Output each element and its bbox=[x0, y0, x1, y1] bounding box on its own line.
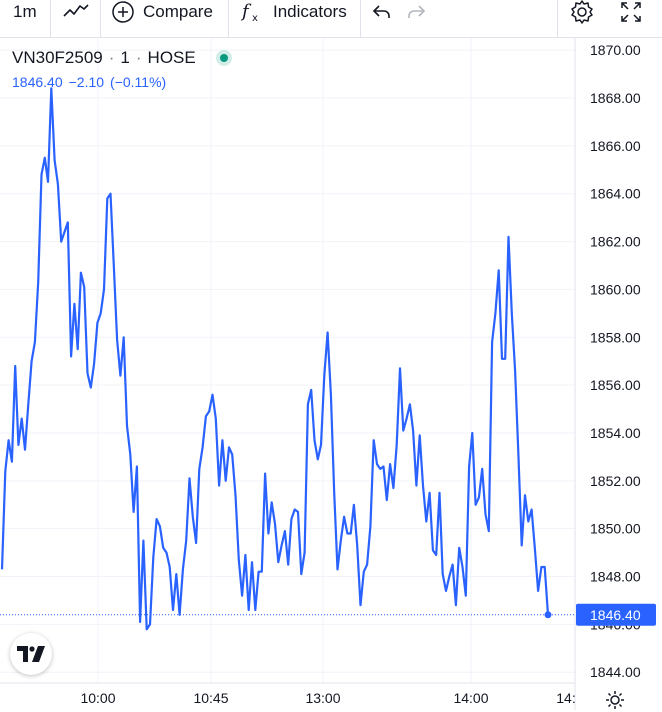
fullscreen-button[interactable] bbox=[619, 0, 643, 24]
undo-button[interactable] bbox=[371, 0, 393, 24]
price-tick-label: 1854.00 bbox=[590, 425, 641, 441]
settings-button[interactable] bbox=[569, 0, 595, 24]
time-tick-label: 14: bbox=[556, 690, 575, 706]
legend-separator: · bbox=[108, 48, 115, 67]
price-change-value: −2.10 bbox=[68, 74, 105, 90]
price-tick-label: 1844.00 bbox=[590, 664, 641, 680]
chart-properties-button[interactable] bbox=[605, 688, 625, 712]
price-tick-label: 1866.00 bbox=[590, 138, 641, 154]
svg-text:x: x bbox=[252, 13, 258, 24]
last-price-label-box bbox=[576, 603, 656, 626]
line-chart-icon bbox=[62, 0, 90, 24]
interval-button[interactable]: 1m bbox=[13, 0, 37, 24]
fullscreen-icon bbox=[619, 0, 643, 24]
series-layer bbox=[0, 87, 552, 631]
legend-interval: 1 bbox=[120, 48, 130, 67]
exchange-name: HOSE bbox=[147, 48, 196, 67]
time-tick-label: 14:00 bbox=[453, 690, 488, 706]
price-tick-label: 1870.00 bbox=[590, 42, 641, 58]
last-price-value: 1846.40 bbox=[12, 74, 63, 90]
price-tick-label: 1864.00 bbox=[590, 186, 641, 202]
price-tick-label: 1860.00 bbox=[590, 281, 641, 297]
toolbar-separator bbox=[228, 0, 229, 37]
time-axis: 10:00 10:45 13:00 14:00 14: bbox=[80, 690, 575, 706]
redo-icon bbox=[405, 1, 427, 23]
price-tick-label: 1858.00 bbox=[590, 329, 641, 345]
price-legend: 1846.40 −2.10 (−0.11%) bbox=[12, 74, 166, 90]
time-tick-label: 13:00 bbox=[305, 690, 340, 706]
indicators-label: Indicators bbox=[273, 2, 347, 21]
price-tick-label: 1856.00 bbox=[590, 377, 641, 393]
redo-button[interactable] bbox=[405, 0, 427, 24]
price-tick-label: 1848.00 bbox=[590, 569, 641, 585]
undo-icon bbox=[371, 1, 393, 23]
last-price-label-group: 1846.40 bbox=[576, 603, 656, 626]
symbol-legend[interactable]: VN30F2509 · 1 · HOSE bbox=[12, 48, 228, 68]
price-tick-label: 1850.00 bbox=[590, 521, 641, 537]
compare-button[interactable]: Compare bbox=[111, 0, 213, 24]
tradingview-logo-icon bbox=[17, 646, 45, 662]
time-tick-label: 10:00 bbox=[80, 690, 115, 706]
chart-type-button[interactable] bbox=[62, 0, 90, 24]
price-axis: 1870.00 1868.00 1866.00 1864.00 1862.00 1860.… bbox=[590, 42, 641, 680]
tradingview-logo[interactable] bbox=[10, 633, 52, 675]
price-tick-label: 1868.00 bbox=[590, 90, 641, 106]
price-tick-label: 1852.00 bbox=[590, 473, 641, 489]
sun-icon bbox=[605, 690, 625, 710]
price-tick-label: 1862.00 bbox=[590, 234, 641, 250]
add-circle-icon bbox=[111, 0, 135, 24]
last-price-label: 1846.40 bbox=[590, 607, 641, 623]
interval-label: 1m bbox=[13, 2, 37, 21]
toolbar-separator bbox=[100, 0, 101, 37]
symbol-name: VN30F2509 bbox=[12, 48, 103, 67]
grid-lines bbox=[0, 37, 575, 683]
svg-text:f: f bbox=[241, 1, 252, 22]
price-change-percent: (−0.11%) bbox=[110, 74, 167, 90]
toolbar-separator bbox=[50, 0, 51, 37]
time-tick-label: 10:45 bbox=[193, 690, 228, 706]
toolbar-separator bbox=[557, 0, 558, 37]
last-price-marker bbox=[544, 611, 552, 619]
compare-label: Compare bbox=[143, 2, 213, 21]
legend-separator: · bbox=[135, 48, 142, 67]
toolbar-separator bbox=[360, 0, 361, 37]
gear-icon bbox=[569, 0, 595, 25]
market-status-dot[interactable] bbox=[219, 54, 228, 62]
price-line bbox=[0, 87, 550, 631]
